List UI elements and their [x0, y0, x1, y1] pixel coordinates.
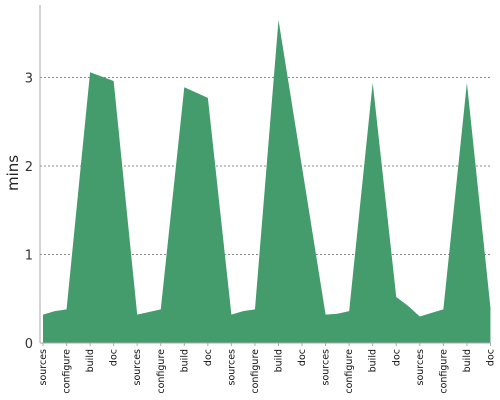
- y-tick-label-0: 0: [25, 337, 33, 352]
- x-tick-label-doc: doc: [391, 349, 402, 366]
- x-tick-label-build: build: [85, 349, 96, 372]
- x-tick-label-doc: doc: [109, 349, 120, 366]
- axes: [39, 5, 491, 344]
- x-tick-label-build: build: [179, 349, 190, 372]
- x-tick-label-configure: configure: [250, 349, 261, 394]
- area-series: [43, 19, 491, 343]
- x-tick-label-configure: configure: [344, 349, 355, 394]
- area-fill: [43, 19, 491, 343]
- x-tick-label-sources: sources: [132, 349, 143, 386]
- x-tick-label-configure: configure: [438, 349, 449, 394]
- x-tick-label-sources: sources: [226, 349, 237, 386]
- x-tick-label-configure: configure: [156, 349, 167, 394]
- x-tick-label-build: build: [462, 349, 473, 372]
- x-ticks: sources configure build doc sources configure…: [38, 343, 496, 394]
- x-tick-label-sources: sources: [321, 349, 332, 386]
- x-tick-label-doc: doc: [485, 349, 496, 366]
- x-tick-label-build: build: [274, 349, 285, 372]
- y-tick-label-1: 1: [25, 249, 33, 264]
- y-ticks: 0 1 2 3: [25, 72, 33, 353]
- x-tick-label-doc: doc: [297, 349, 308, 366]
- x-tick-label-doc: doc: [203, 349, 214, 366]
- x-tick-label-sources: sources: [415, 349, 426, 386]
- y-tick-label-2: 2: [25, 160, 33, 175]
- y-tick-label-3: 3: [25, 72, 33, 87]
- x-tick-label-build: build: [368, 349, 379, 372]
- x-tick-label-sources: sources: [38, 349, 49, 386]
- x-tick-label-configure: configure: [62, 349, 73, 394]
- y-axis-title: mins: [4, 155, 22, 191]
